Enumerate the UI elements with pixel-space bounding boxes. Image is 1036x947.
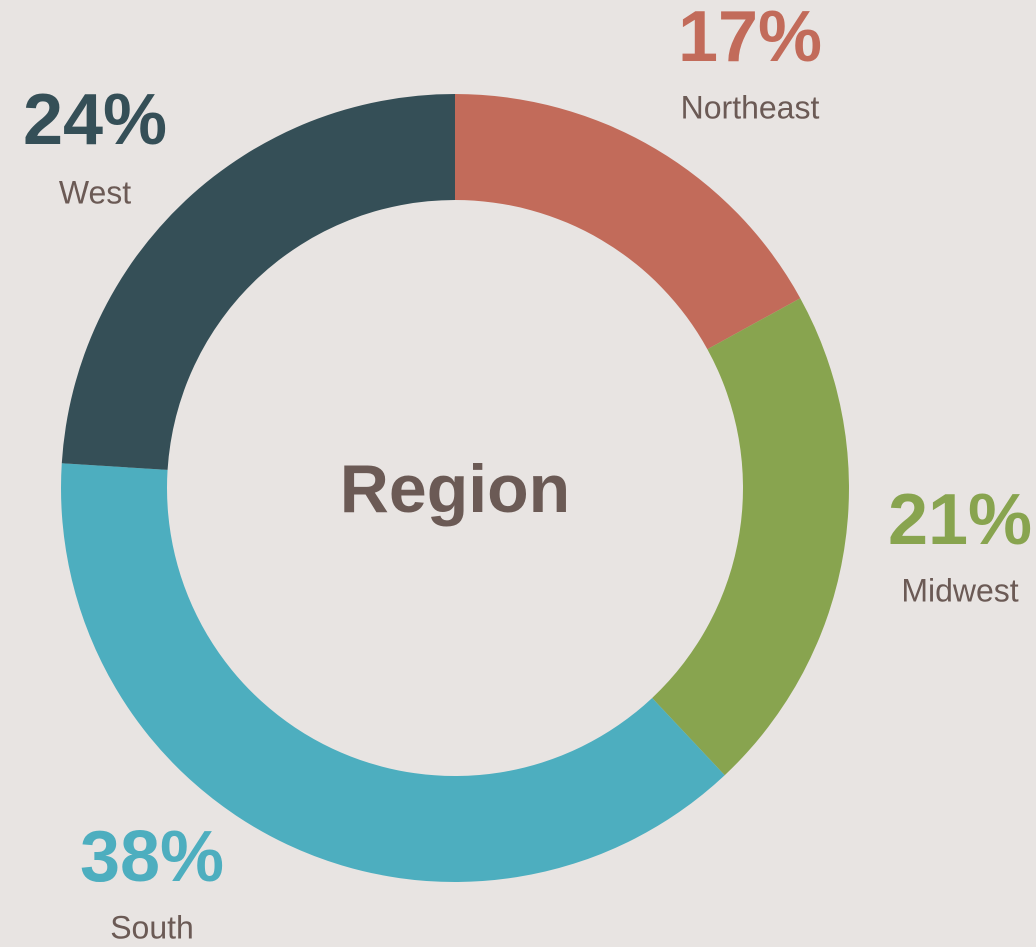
value-label: 38% [80,817,224,897]
category-label: Northeast [681,89,820,125]
category-label: West [59,174,131,210]
donut-slice [61,94,456,470]
value-label: 24% [23,80,167,160]
category-label: Midwest [901,572,1018,608]
donut-slice [60,463,725,882]
donut-slice [455,94,801,350]
donut-slice [652,298,849,776]
category-label: South [110,909,194,945]
value-label: 21% [888,480,1032,560]
center-label: Region [340,451,570,527]
value-label: 17% [678,0,822,77]
